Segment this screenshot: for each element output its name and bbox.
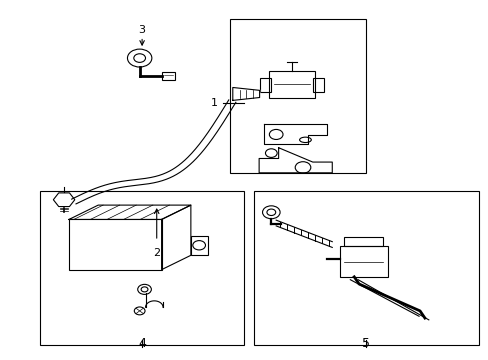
Text: 3: 3 xyxy=(138,25,145,35)
Bar xyxy=(190,235,207,255)
Bar xyxy=(344,237,383,246)
Bar xyxy=(260,78,270,92)
Bar xyxy=(40,191,244,345)
Bar xyxy=(161,72,175,80)
Bar xyxy=(268,71,315,98)
Bar xyxy=(69,220,161,270)
Text: 5: 5 xyxy=(362,337,369,350)
Bar xyxy=(254,191,478,345)
Text: 4: 4 xyxy=(138,337,146,350)
Text: 2: 2 xyxy=(153,248,160,258)
Bar xyxy=(229,19,366,173)
Bar xyxy=(339,246,387,277)
Bar xyxy=(313,78,324,92)
Polygon shape xyxy=(232,87,259,100)
Text: 1: 1 xyxy=(210,98,217,108)
